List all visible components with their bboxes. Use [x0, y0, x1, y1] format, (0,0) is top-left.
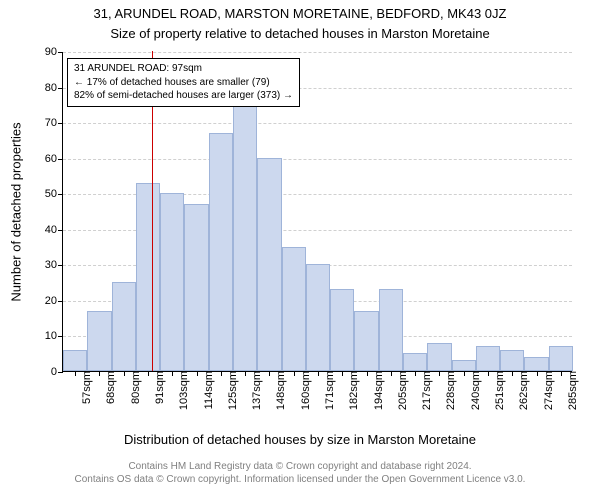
- x-tick-mark: [342, 371, 343, 376]
- x-axis-label: Distribution of detached houses by size …: [0, 432, 600, 447]
- x-tick-label: 274sqm: [541, 371, 555, 410]
- histogram-bar: [330, 289, 354, 371]
- x-tick-mark: [172, 371, 173, 376]
- x-tick-label: 68sqm: [103, 371, 117, 404]
- histogram-bar: [184, 204, 208, 371]
- plot-area: 31 ARUNDEL ROAD: 97sqm ← 17% of detached…: [62, 52, 572, 372]
- x-tick-label: 262sqm: [516, 371, 530, 410]
- histogram-bar: [257, 158, 281, 371]
- x-tick-mark: [367, 371, 368, 376]
- x-tick-mark: [318, 371, 319, 376]
- annotation-line-3: 82% of semi-detached houses are larger (…: [74, 89, 293, 103]
- histogram-bar: [209, 133, 233, 371]
- histogram-bar: [354, 311, 378, 371]
- y-tick-label: 0: [51, 366, 63, 378]
- x-tick-label: 171sqm: [322, 371, 336, 410]
- x-tick-mark: [245, 371, 246, 376]
- y-tick-label: 20: [45, 295, 63, 307]
- x-tick-label: 57sqm: [79, 371, 93, 404]
- x-tick-mark: [124, 371, 125, 376]
- histogram-bar: [379, 289, 403, 371]
- histogram-bar: [282, 247, 306, 371]
- y-tick-label: 50: [45, 188, 63, 200]
- histogram-bar: [549, 346, 573, 371]
- x-tick-label: 285sqm: [565, 371, 579, 410]
- x-tick-mark: [439, 371, 440, 376]
- histogram-bar: [233, 97, 257, 371]
- x-tick-mark: [415, 371, 416, 376]
- histogram-bar: [63, 350, 87, 371]
- histogram-bar: [476, 346, 500, 371]
- histogram-bar: [112, 282, 136, 371]
- y-tick-label: 90: [45, 46, 63, 58]
- x-tick-label: 240sqm: [468, 371, 482, 410]
- histogram-bar: [160, 193, 184, 371]
- x-tick-label: 91sqm: [152, 371, 166, 404]
- x-tick-label: 148sqm: [273, 371, 287, 410]
- histogram-bar: [306, 264, 330, 371]
- x-tick-label: 251sqm: [492, 371, 506, 410]
- y-tick-label: 60: [45, 153, 63, 165]
- x-tick-label: 137sqm: [249, 371, 263, 410]
- gridline: [63, 52, 572, 53]
- y-tick-label: 30: [45, 259, 63, 271]
- histogram-bar: [136, 183, 160, 371]
- x-tick-label: 182sqm: [346, 371, 360, 410]
- x-tick-mark: [99, 371, 100, 376]
- x-tick-mark: [221, 371, 222, 376]
- x-tick-mark: [294, 371, 295, 376]
- x-tick-mark: [561, 371, 562, 376]
- x-tick-label: 194sqm: [371, 371, 385, 410]
- histogram-bar: [87, 311, 111, 371]
- property-size-chart: 31, ARUNDEL ROAD, MARSTON MORETAINE, BED…: [0, 0, 600, 500]
- x-tick-mark: [488, 371, 489, 376]
- footer-credits: Contains HM Land Registry data © Crown c…: [0, 460, 600, 486]
- x-tick-label: 160sqm: [298, 371, 312, 410]
- x-tick-label: 205sqm: [395, 371, 409, 410]
- x-tick-label: 114sqm: [201, 371, 215, 409]
- histogram-bar: [500, 350, 524, 371]
- x-tick-mark: [269, 371, 270, 376]
- y-tick-label: 70: [45, 117, 63, 129]
- y-tick-label: 40: [45, 224, 63, 236]
- histogram-bar: [524, 357, 548, 371]
- footer-line-2: Contains OS data © Crown copyright. Info…: [0, 473, 600, 486]
- x-tick-mark: [464, 371, 465, 376]
- x-tick-mark: [148, 371, 149, 376]
- x-tick-mark: [75, 371, 76, 376]
- annotation-box: 31 ARUNDEL ROAD: 97sqm ← 17% of detached…: [67, 58, 300, 107]
- chart-subtitle: Size of property relative to detached ho…: [0, 26, 600, 41]
- y-tick-label: 10: [45, 330, 63, 342]
- histogram-bar: [403, 353, 427, 371]
- footer-line-1: Contains HM Land Registry data © Crown c…: [0, 460, 600, 473]
- x-tick-mark: [391, 371, 392, 376]
- x-tick-label: 80sqm: [128, 371, 142, 404]
- chart-title-address: 31, ARUNDEL ROAD, MARSTON MORETAINE, BED…: [0, 6, 600, 21]
- x-tick-label: 125sqm: [225, 371, 239, 410]
- gridline: [63, 159, 572, 160]
- gridline: [63, 123, 572, 124]
- annotation-line-2: ← 17% of detached houses are smaller (79…: [74, 76, 293, 90]
- histogram-bar: [452, 360, 476, 371]
- x-tick-mark: [197, 371, 198, 376]
- y-tick-label: 80: [45, 82, 63, 94]
- y-axis-label: Number of detached properties: [9, 122, 24, 301]
- histogram-bar: [427, 343, 451, 371]
- x-tick-label: 217sqm: [419, 371, 433, 410]
- x-tick-mark: [512, 371, 513, 376]
- annotation-line-1: 31 ARUNDEL ROAD: 97sqm: [74, 62, 293, 76]
- x-tick-label: 228sqm: [443, 371, 457, 410]
- x-tick-mark: [537, 371, 538, 376]
- x-tick-label: 103sqm: [176, 371, 190, 410]
